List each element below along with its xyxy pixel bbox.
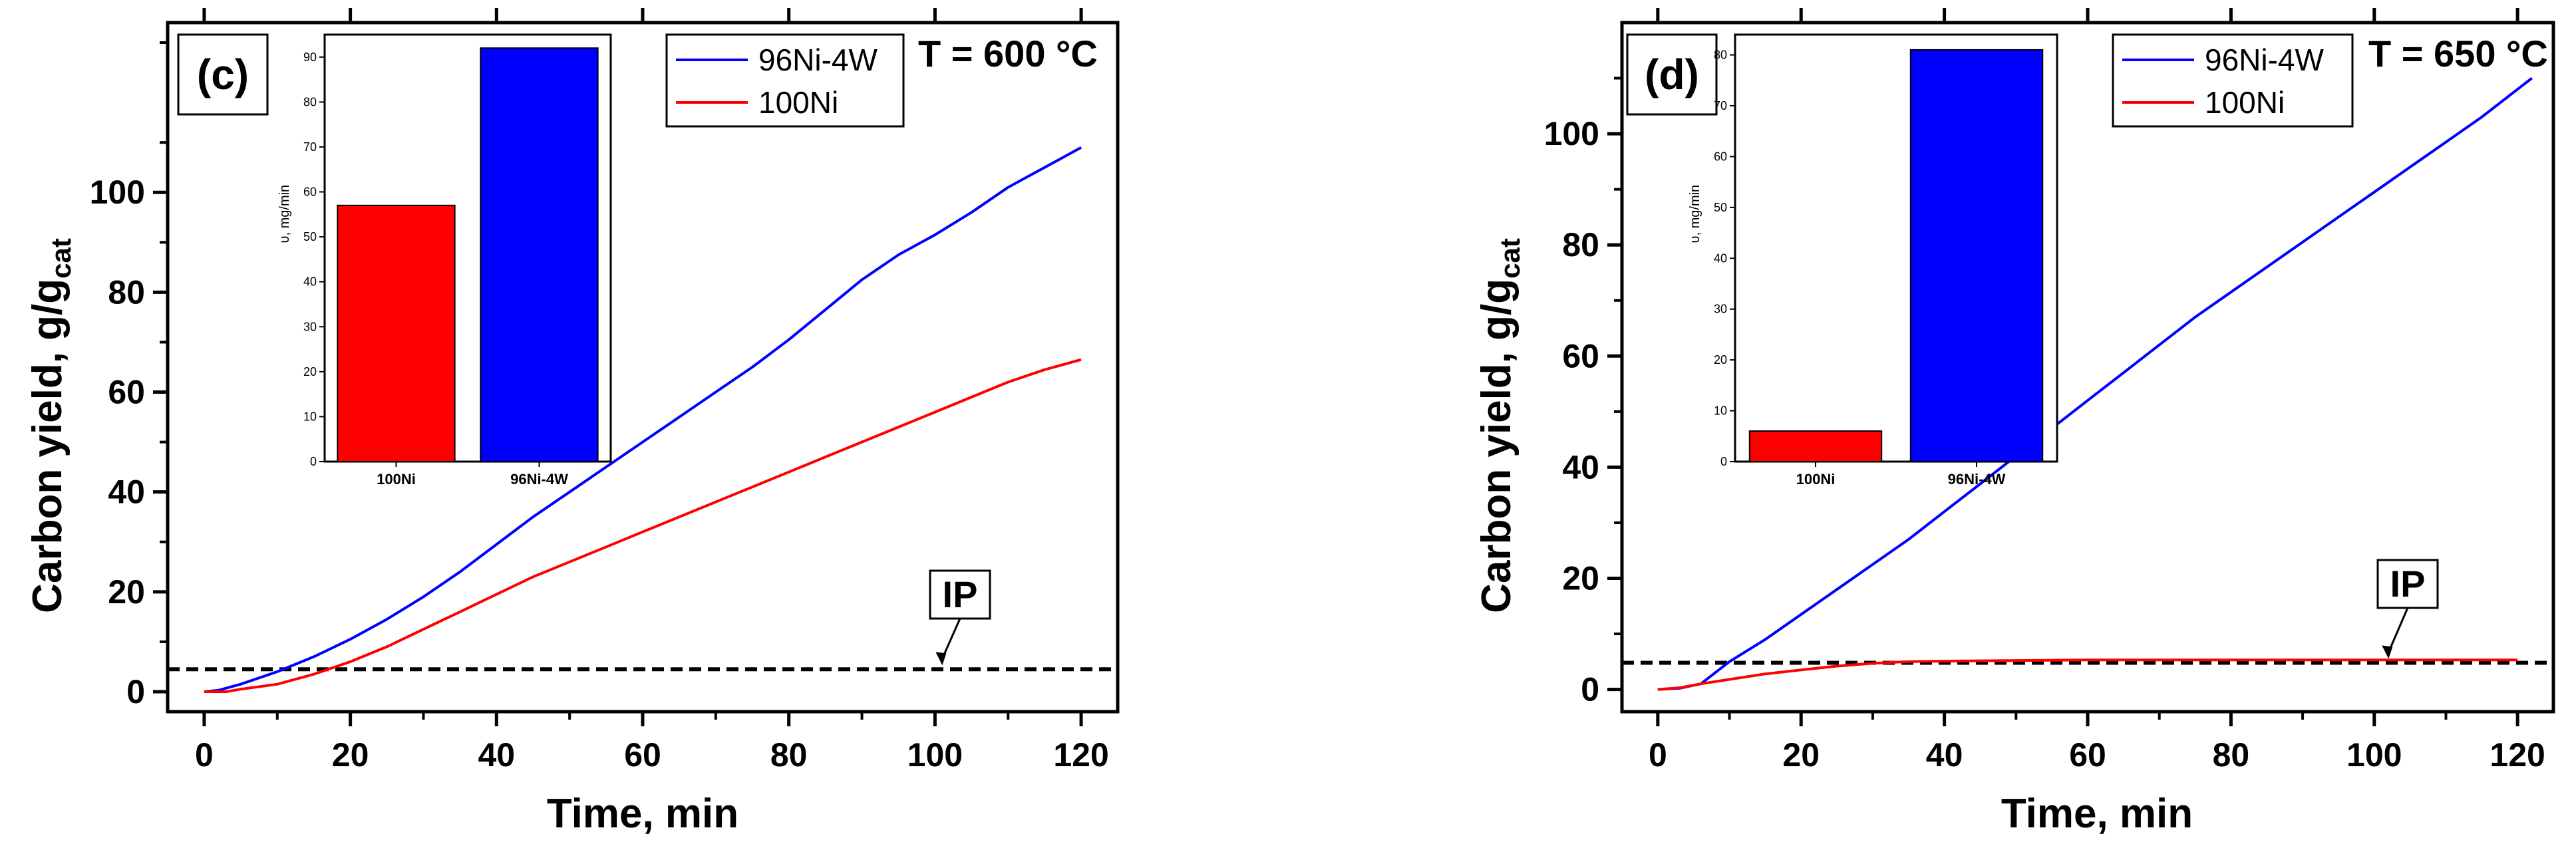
inset-y-tick-label: 80 — [303, 95, 317, 108]
y-axis-title-subscript: cat — [1494, 238, 1526, 279]
y-tick-label: 80 — [1562, 226, 1599, 263]
y-axis-title: Carbon yield, g/gcat — [25, 238, 77, 613]
panel-label-box — [177, 33, 269, 116]
inset-y-tick-label: 30 — [303, 320, 317, 333]
inset-y-tick-label: 50 — [303, 230, 317, 243]
inset-y-tick-label: 70 — [1714, 99, 1727, 112]
y-tick-label: 100 — [90, 174, 145, 211]
inset-y-tick-label: 40 — [303, 275, 317, 289]
inset-y-tick-label: 50 — [1714, 201, 1727, 214]
ip-arrow-head — [2382, 645, 2393, 659]
x-tick-label: 120 — [1053, 736, 1108, 774]
inset-bar-96ni-4w — [1909, 49, 2044, 462]
legend-box — [665, 33, 905, 128]
x-tick-label: 100 — [2346, 736, 2402, 774]
y-tick-label: 20 — [1562, 559, 1599, 597]
inset-bar-chart: 0 10 20 30 40 50 60 70 80 90 υ, mg/min 100Ni 96Ni-4W — [277, 33, 612, 488]
inset-y-tick-label: 20 — [303, 365, 317, 378]
series-line-100ni — [204, 358, 1082, 693]
series-line-100ni — [1657, 658, 2518, 691]
inset-x-tick-label: 96Ni-4W — [510, 471, 568, 488]
inset-y-tick-label: 20 — [1714, 353, 1727, 366]
inset-y-tick-label: 10 — [303, 410, 317, 423]
temperature-label: T = 600 °C — [918, 33, 1098, 74]
x-tick-label: 20 — [332, 736, 369, 774]
inset-y-tick-label: 0 — [1720, 455, 1727, 468]
y-axis-title-subscript: cat — [45, 238, 77, 279]
y-axis-title: Carbon yield, g/gcat — [1474, 238, 1526, 613]
inset-y-axis-title: υ, mg/min — [277, 185, 292, 243]
inset-bar-100ni — [337, 204, 456, 462]
y-tick-label: 0 — [126, 673, 145, 710]
ip-arrow-line — [941, 618, 961, 659]
ip-arrow-head — [935, 652, 947, 666]
inset-y-tick-label: 0 — [310, 455, 317, 468]
inset-x-tick-label: 100Ni — [1796, 471, 1836, 488]
y-axis-title-main: Carbon yield, g/g — [25, 279, 71, 613]
inset-y-tick-label: 30 — [1714, 303, 1727, 316]
x-tick-label: 40 — [1926, 736, 1963, 774]
inset-bar-chart: 0 10 20 30 40 50 60 70 80 υ, mg/min 100Ni 96Ni-4W — [1688, 33, 2058, 488]
inset-y-tick-label: 40 — [1714, 251, 1727, 265]
inset-y-tick-label: 10 — [1714, 404, 1727, 418]
inset-y-tick-label: 70 — [303, 140, 317, 154]
legend-label-100ni: 100Ni — [2205, 85, 2285, 120]
panel-label-box — [1626, 33, 1718, 116]
x-tick-label: 20 — [1782, 736, 1820, 774]
x-tick-label: 60 — [624, 736, 661, 774]
inset-x-tick-label: 96Ni-4W — [1948, 471, 2006, 488]
y-tick-label: 20 — [108, 573, 145, 611]
y-tick-label: 0 — [1581, 671, 1599, 708]
legend-label-96ni-4w: 96Ni-4W — [758, 43, 878, 77]
y-tick-label: 80 — [108, 273, 145, 311]
inset-y-tick-label: 60 — [1714, 150, 1727, 163]
ip-annotation-label: IP — [2390, 563, 2426, 605]
inset-y-axis-title: υ, mg/min — [1688, 185, 1702, 243]
y-tick-label: 40 — [108, 474, 145, 511]
x-tick-label: 60 — [2069, 736, 2106, 774]
inset-bar-100ni — [1748, 430, 1883, 463]
y-tick-label: 100 — [1544, 115, 1599, 152]
y-tick-label: 60 — [1562, 337, 1599, 374]
inset-x-tick-label: 100Ni — [377, 471, 416, 488]
ip-annotation-label: IP — [943, 573, 978, 615]
legend-box — [2112, 33, 2354, 128]
inset-y-tick-label: 90 — [303, 51, 317, 64]
x-tick-label: 80 — [770, 736, 808, 774]
series-line-96ni-4w — [1657, 76, 2533, 691]
y-tick-label: 60 — [108, 374, 145, 411]
x-tick-label: 100 — [907, 736, 963, 774]
y-axis-title-main: Carbon yield, g/g — [1474, 279, 1520, 613]
inset-y-tick-label: 60 — [303, 186, 317, 199]
legend-label-96ni-4w: 96Ni-4W — [2205, 43, 2325, 77]
inset-y-tick-label: 80 — [1714, 49, 1727, 62]
x-tick-label: 80 — [2213, 736, 2250, 774]
x-tick-label: 0 — [195, 736, 214, 774]
legend-label-100ni: 100Ni — [758, 85, 838, 120]
y-tick-label: 40 — [1562, 448, 1599, 486]
ip-arrow-line — [2387, 607, 2409, 653]
temperature-label: T = 650 °C — [2368, 33, 2548, 74]
panel-label: (c) — [197, 51, 249, 98]
x-tick-label: 40 — [478, 736, 515, 774]
x-tick-label: 120 — [2490, 736, 2545, 774]
ip-annotation-box — [929, 569, 991, 620]
panel-label: (d) — [1645, 51, 1699, 98]
x-tick-label: 0 — [1649, 736, 1667, 774]
series-line-96ni-4w — [204, 146, 1082, 693]
x-axis-title: Time, min — [547, 791, 738, 837]
inset-bar-96ni-4w — [480, 47, 599, 462]
x-axis-title: Time, min — [2001, 791, 2193, 837]
